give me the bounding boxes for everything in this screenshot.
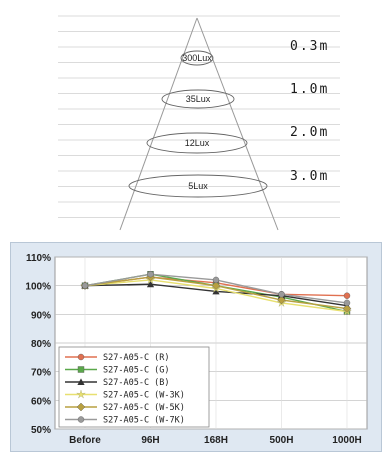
y-tick-label: 60% <box>31 396 51 407</box>
lumen-chart: 110% 100% 90% 80% 70% 60% 50% Before 96H 168H 500H… <box>10 242 382 452</box>
legend-entry: S27-A05-C (W-7K) <box>103 416 185 426</box>
legend-swatch-marker <box>76 402 86 412</box>
y-tick-label: 80% <box>31 339 51 350</box>
series-point <box>212 276 220 284</box>
lux-label: 12Lux <box>185 138 210 148</box>
x-tick-label: 96H <box>141 435 159 446</box>
series-point <box>342 304 352 313</box>
series-point <box>211 281 221 290</box>
distance-label: 0.3m <box>290 39 329 54</box>
lux-label: 300Lux <box>182 53 212 63</box>
distance-label: 1.0m <box>290 82 329 97</box>
series-point <box>278 291 285 298</box>
series-point <box>343 292 351 299</box>
lumen-chart-svg: 110% 100% 90% 80% 70% 60% 50% Before 96H 168H 500H… <box>25 253 368 446</box>
y-tick-label: 90% <box>31 310 51 321</box>
legend-entry: S27-A05-C (B) <box>103 378 170 388</box>
legend-swatch-marker <box>77 366 85 373</box>
series-point <box>343 299 351 307</box>
x-tick-label: 1000H <box>332 435 361 446</box>
legend-entry: S27-A05-C (R) <box>103 353 170 363</box>
beam-ring <box>180 50 214 66</box>
y-tick-label: 110% <box>26 253 51 264</box>
y-tick-label: 100% <box>25 282 51 293</box>
beam-diagram: 300Lux 0.3m 35Lux 1.0m 12Lux 2.0m 5Lux 3.0m <box>58 15 340 231</box>
y-tick-label: 50% <box>31 425 51 436</box>
y-tick-label: 70% <box>31 368 51 379</box>
x-tick-label: 500H <box>270 435 294 446</box>
beam-ring <box>146 132 248 154</box>
lux-label: 5Lux <box>188 181 208 191</box>
legend-swatch-marker <box>77 353 85 361</box>
x-tick-label: 168H <box>204 435 228 446</box>
legend-entry: S27-A05-C (G) <box>103 366 170 376</box>
legend-entry: S27-A05-C (W-5K) <box>103 403 185 413</box>
distance-label: 3.0m <box>290 169 329 184</box>
beam-cone-right-edge <box>196 17 279 231</box>
lux-label: 35Lux <box>186 94 211 104</box>
series-point <box>146 280 155 288</box>
beam-diagram-svg: 300Lux 0.3m 35Lux 1.0m 12Lux 2.0m 5Lux 3.0m <box>58 15 340 231</box>
series-point <box>277 295 286 305</box>
legend-entry: S27-A05-C (W-3K) <box>103 391 185 401</box>
beam-cone-left-edge <box>119 17 198 231</box>
legend-swatch-marker <box>77 378 85 385</box>
beam-ring <box>128 174 268 198</box>
x-tick-label: Before <box>69 435 101 446</box>
legend-swatch-marker <box>77 416 85 423</box>
legend-swatch-marker <box>76 389 86 399</box>
series-point <box>81 282 89 289</box>
legend-box <box>58 346 210 428</box>
series-point <box>212 287 220 295</box>
distance-label: 2.0m <box>290 125 329 140</box>
beam-ring <box>161 89 235 109</box>
series-point <box>147 271 154 278</box>
